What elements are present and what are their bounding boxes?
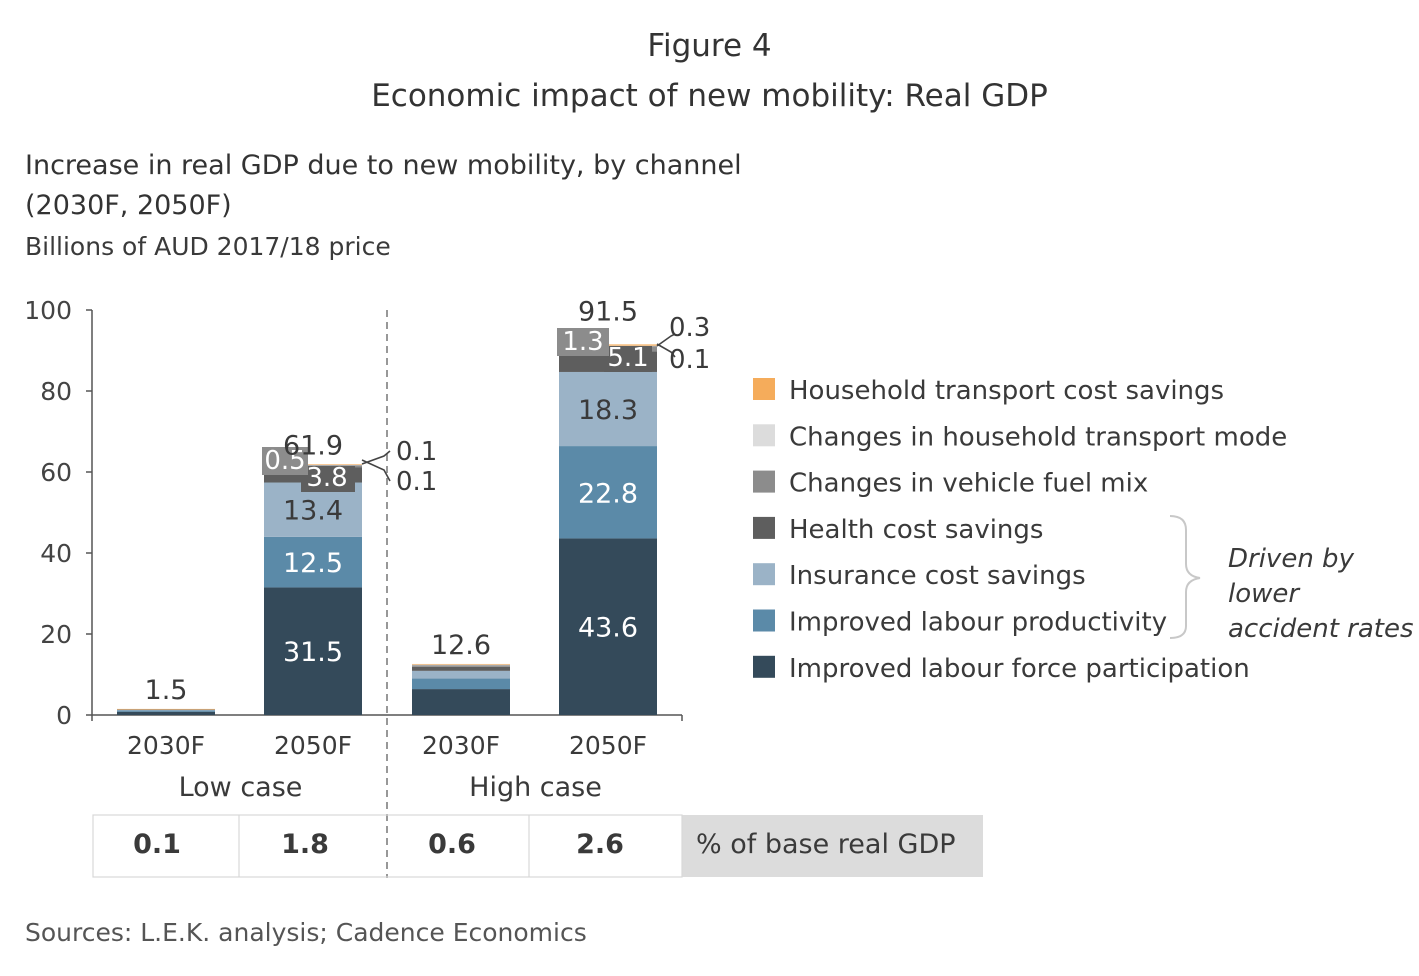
bar-segment [264,587,362,715]
units-label: Billions of AUD 2017/18 price [25,232,391,261]
bar-total-label: 91.5 [578,296,638,327]
base-gdp-row-label: % of base real GDP [696,829,956,860]
bar-segment [117,710,215,712]
y-tick-label: 100 [24,296,72,325]
bar-segment [264,464,362,466]
legend-label: Improved labour productivity [789,608,1167,638]
figure-label: Figure 4 [647,28,772,64]
y-tick-label: 0 [56,701,72,730]
legend-label: Household transport cost savings [789,376,1224,406]
bar-total-label: 61.9 [283,430,343,461]
bar-data-label-box [604,346,652,372]
bar-data-label: 0.3 [669,313,710,343]
y-tick-label: 20 [40,620,72,649]
bar-data-label-box [301,466,355,492]
base-gdp-value: 0.6 [428,829,476,860]
bar-segment [117,709,215,711]
bar-data-label: 13.4 [283,496,343,527]
bar-data-label: 0.5 [264,446,305,476]
leader-line [656,343,676,358]
x-tick-label: 2030F [127,731,205,760]
base-gdp-value: 0.1 [133,829,181,860]
bar-segment [412,678,510,690]
bar-segment [559,371,657,447]
base-gdp-row-border [92,814,683,878]
bracket-note-text: lower [1228,579,1301,609]
bar-data-label: 12.5 [283,548,343,579]
legend-swatch [753,424,775,447]
bar-data-label: 43.6 [578,613,638,644]
bar-segment [412,666,510,671]
bar-segment [117,708,215,710]
bar-segment [264,536,362,588]
base-gdp-value: 1.8 [281,829,329,860]
legend-label: Changes in household transport mode [789,422,1287,452]
source-note: Sources: L.E.K. analysis; Cadence Econom… [25,918,587,947]
y-tick-label: 80 [40,377,72,406]
bar-data-label: 0.1 [396,467,437,497]
bar-data-label-box [557,328,609,356]
bracket-note-text: accident rates [1228,614,1414,644]
figure-title: Economic impact of new mobility: Real GD… [371,78,1048,114]
legend-label: Insurance cost savings [789,561,1086,591]
bar-data-label: 0.1 [396,437,437,467]
bar-segment [412,663,510,665]
bar-total-label: 12.6 [431,630,491,661]
chart-subtitle-line1: Increase in real GDP due to new mobility… [25,150,742,181]
legend-label: Health cost savings [789,515,1043,545]
chart-subtitle-line2: (2030F, 2050F) [25,190,232,221]
bar-segment [117,711,215,715]
bracket-note-text: Driven by [1228,544,1355,574]
bar-data-label: 22.8 [578,478,638,509]
bar-data-label-box [262,447,308,475]
bar-segment [412,664,510,666]
legend-label: Improved labour force participation [789,654,1250,684]
legend-swatch [753,378,775,400]
bar-segment [412,670,510,679]
legend-swatch [753,609,775,632]
leader-line [361,459,391,482]
bar-data-label: 31.5 [283,637,343,668]
x-tick-label: 2050F [569,731,647,760]
bar-data-label: 5.1 [607,343,648,373]
leader-line [656,333,676,347]
legend-swatch [753,470,775,493]
bar-data-label: 18.3 [578,395,638,426]
bar-segment [559,538,657,715]
base-gdp-value: 2.6 [576,829,624,860]
group-label: High case [469,772,602,803]
bar-segment [264,464,362,465]
legend-swatch [753,655,775,678]
bar-segment [559,446,657,539]
base-gdp-label-cell [682,815,983,877]
group-label: Low case [179,772,303,803]
bar-data-label: 3.8 [306,463,347,493]
legend-swatch [753,516,775,539]
legend-swatch [753,563,775,586]
bar-total-label: 1.5 [145,675,188,706]
x-tick-label: 2050F [274,731,352,760]
leader-line [361,450,391,465]
bar-segment [412,689,510,715]
y-tick-label: 60 [40,458,72,487]
bar-segment [412,665,510,667]
x-tick-label: 2030F [422,731,500,760]
legend-bracket [1169,515,1201,639]
bar-data-label: 1.3 [562,327,603,357]
y-tick-label: 40 [40,539,72,568]
legend-label: Changes in vehicle fuel mix [789,469,1148,499]
bar-data-label: 0.1 [669,345,710,375]
